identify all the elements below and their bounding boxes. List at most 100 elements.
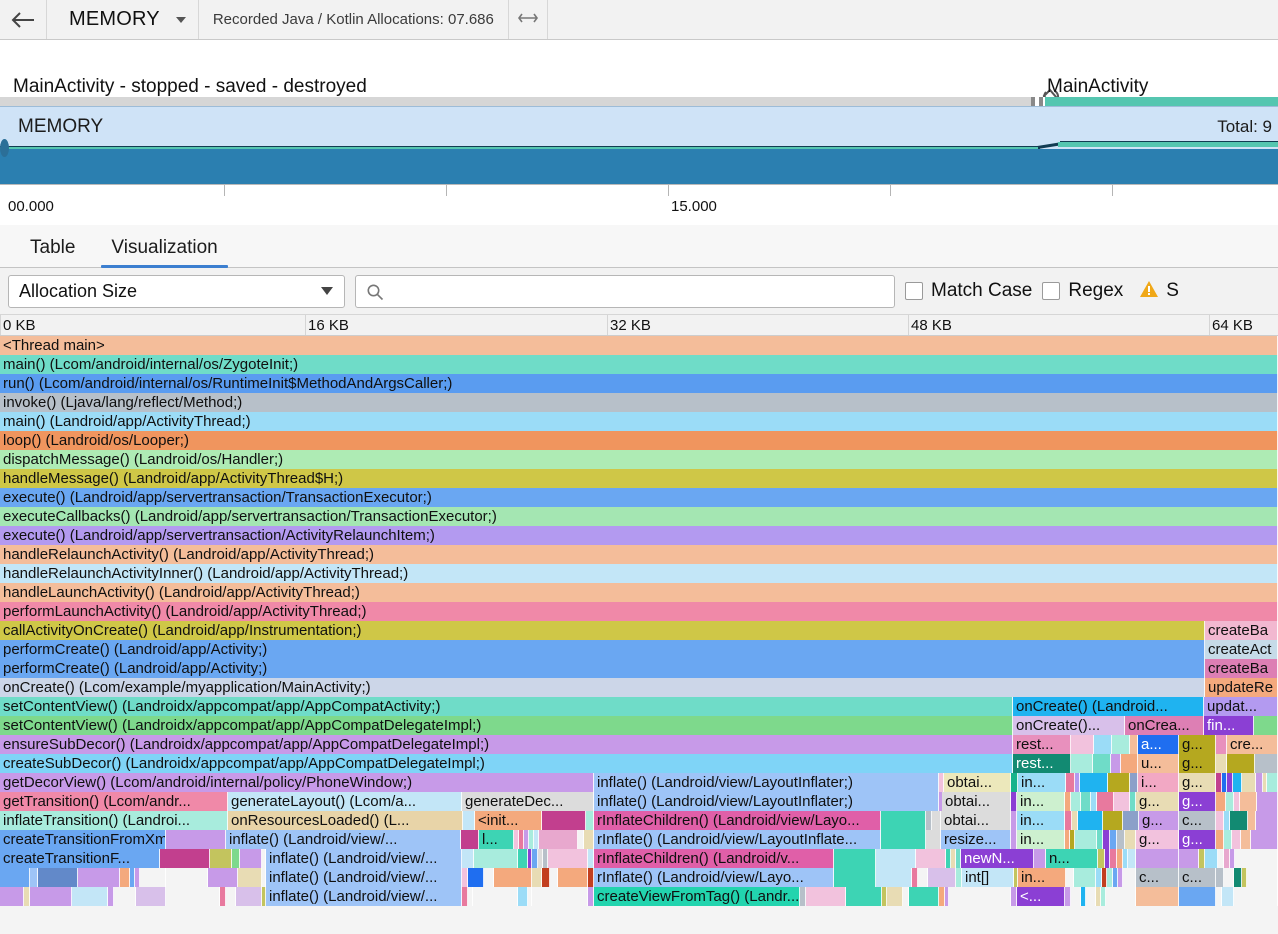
flame-cell[interactable]: getTransition() (Lcom/andr... [0,792,228,811]
flame-cell[interactable]: g... [1179,830,1216,849]
flame-cell[interactable]: newN... [961,849,1034,868]
flame-cell[interactable] [1071,792,1081,811]
flame-cell[interactable]: inflate() (Landroid/view/... [266,849,462,868]
flame-cell[interactable] [1230,849,1235,868]
flame-cell[interactable] [1216,830,1224,849]
search-box[interactable] [355,274,895,308]
flame-cell[interactable] [1232,830,1241,849]
flame-cell[interactable]: <Thread main> [0,336,1278,355]
flame-cell[interactable] [834,849,876,868]
flame-cell[interactable]: createBa [1205,621,1278,640]
flame-cell[interactable] [903,887,909,906]
flame-cell[interactable]: inflate() (Landroid/view/... [266,868,462,887]
flame-cell[interactable] [532,868,542,887]
flame-cell[interactable]: int[] [962,868,1014,887]
flame-cell[interactable] [1117,849,1123,868]
flame-cell[interactable] [949,887,1011,906]
flame-cell[interactable] [0,868,30,887]
flame-cell[interactable]: main() (Lcom/android/internal/os/ZygoteI… [0,355,1278,374]
flame-cell[interactable] [0,887,24,906]
flame-cell[interactable]: rest... [1013,754,1071,773]
event-track[interactable] [0,97,1278,106]
flame-cell[interactable] [939,887,945,906]
flame-cell[interactable] [800,887,806,906]
flame-cell[interactable] [548,849,588,868]
flame-cell[interactable] [542,868,550,887]
flame-cell[interactable] [462,849,474,868]
horizontal-resize-button[interactable] [509,0,548,39]
flame-cell[interactable] [539,830,578,849]
flame-cell[interactable] [1103,830,1110,849]
flame-cell[interactable]: createSubDecor() (Landroidx/appcompat/ap… [0,754,1013,773]
flame-cell[interactable]: c... [1179,868,1216,887]
tab-visualization[interactable]: Visualization [93,238,235,268]
flame-cell[interactable]: ensureSubDecor() (Landroidx/appcompat/ap… [0,735,1013,754]
flame-cell[interactable] [584,830,594,849]
flame-cell[interactable]: inflateTransition() (Landroi... [0,811,228,830]
flame-cell[interactable] [916,849,946,868]
flame-cell[interactable] [1130,792,1136,811]
flame-cell[interactable]: g... [1179,792,1216,811]
event-segment-previous[interactable] [0,97,1031,106]
flame-cell[interactable] [1097,830,1103,849]
flame-cell[interactable] [834,868,876,887]
flame-cell[interactable] [1070,830,1075,849]
flame-cell[interactable] [881,811,926,830]
flame-cell[interactable] [806,887,846,906]
flame-cell[interactable]: callActivityOnCreate() (Landroid/app/Ins… [0,621,1205,640]
flame-cell[interactable]: dispatchMessage() (Landroid/os/Handler;) [0,450,1278,469]
flame-cell[interactable] [932,811,941,830]
flame-cell[interactable]: createBa [1205,659,1278,678]
flame-cell[interactable] [1066,868,1074,887]
flame-cell[interactable] [1216,754,1227,773]
flame-cell[interactable] [1216,868,1224,887]
flame-cell[interactable] [494,868,532,887]
flame-cell[interactable] [1240,792,1257,811]
flame-cell[interactable]: c... [1136,868,1179,887]
flame-cell[interactable] [558,868,588,887]
flame-cell[interactable] [1091,792,1097,811]
flame-cell[interactable]: u... [1138,754,1179,773]
flame-cell[interactable] [1071,887,1081,906]
flame-cell[interactable] [1242,773,1256,792]
flame-cell[interactable] [586,811,594,830]
tab-table[interactable]: Table [12,238,93,267]
flame-cell[interactable]: main() (Landroid/app/ActivityThread;) [0,412,1278,431]
flame-cell[interactable] [532,887,588,906]
flame-cell[interactable] [120,868,130,887]
timeline-panel[interactable]: MainActivity - stopped - saved - destroy… [0,40,1278,225]
flame-cell[interactable] [946,849,951,868]
flame-cell[interactable]: onResourcesLoaded() (L... [228,811,463,830]
flame-cell[interactable] [1102,868,1107,887]
flame-cell[interactable] [1065,830,1070,849]
flame-cell[interactable] [1234,868,1242,887]
flame-cell[interactable] [588,868,594,887]
flame-cell[interactable] [1222,887,1234,906]
flame-cell[interactable]: cre... [1227,735,1278,754]
flame-cell[interactable]: handleLaunchActivity() (Landroid/app/Act… [0,583,1278,602]
flame-cell[interactable] [1179,887,1216,906]
flame-cell[interactable] [1011,811,1017,830]
flame-cell[interactable]: n... [1046,849,1098,868]
regex-checkbox[interactable] [1042,282,1061,300]
flame-cell[interactable] [578,830,584,849]
flame-cell[interactable] [1071,735,1094,754]
flame-cell[interactable] [1093,754,1111,773]
flame-cell[interactable] [1096,868,1102,887]
flame-cell[interactable]: a... [1138,735,1179,754]
flame-cell[interactable] [918,868,928,887]
flame-cell[interactable]: rInflateChildren() (Landroid/view/Layo..… [594,811,881,830]
flame-cell[interactable] [1106,887,1136,906]
flame-cell[interactable]: handleRelaunchActivity() (Landroid/app/A… [0,545,1278,564]
flame-cell[interactable]: onCreate()... [1013,716,1125,735]
flame-cell[interactable]: l... [479,830,514,849]
flame-cell[interactable]: inflate() (Landroid/view/LayoutInflater;… [594,792,939,811]
flame-cell[interactable]: handleMessage() (Landroid/app/ActivityTh… [0,469,1278,488]
flame-cell[interactable]: onCrea... [1125,716,1204,735]
flame-cell[interactable]: createViewFromTag() (Landr... [594,887,800,906]
flame-cell[interactable] [928,868,956,887]
flame-cell[interactable]: rInflate() (Landroid/view/Layo... [594,868,834,887]
flame-cell[interactable] [956,868,962,887]
flame-cell[interactable] [588,887,594,906]
flame-cell[interactable]: g... [1136,792,1179,811]
